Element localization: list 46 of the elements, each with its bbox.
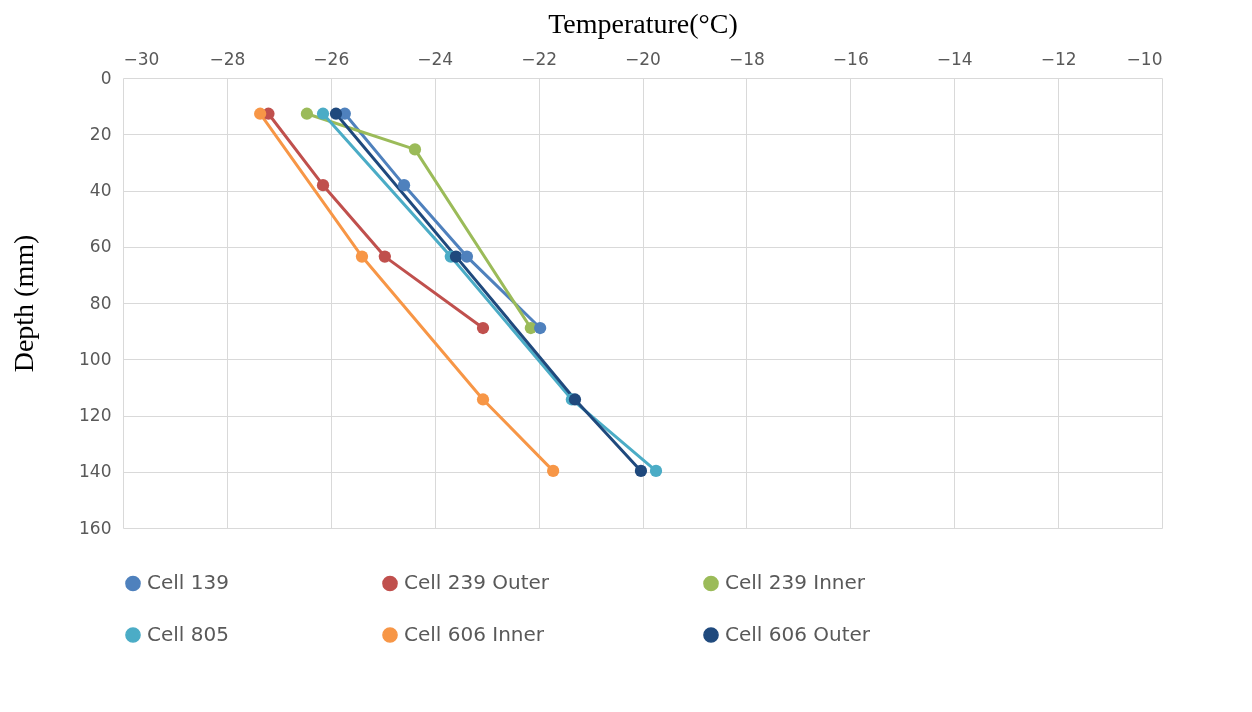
point	[547, 464, 560, 478]
point	[300, 107, 314, 120]
point	[449, 250, 463, 263]
point	[397, 179, 411, 192]
point	[378, 250, 391, 263]
legend-label: Cell 606 Inner	[404, 622, 545, 646]
y-tick-label: 80	[89, 292, 112, 313]
y-tick-label: 160	[79, 517, 112, 538]
point	[329, 107, 343, 120]
x-tick-label: −12	[1040, 48, 1077, 69]
point	[568, 393, 582, 406]
point	[634, 464, 648, 478]
point	[408, 143, 422, 156]
point	[460, 250, 474, 263]
x-tick-label: −22	[521, 48, 558, 69]
x-tick-label: −28	[209, 48, 246, 69]
x-tick-label: −20	[625, 48, 661, 69]
y-tick-label: 40	[89, 180, 112, 200]
x-tick-label: −24	[417, 48, 454, 69]
x-tick-label: −10	[1126, 48, 1163, 69]
x-tick-label: −14	[936, 48, 973, 69]
y-tick-label: 140	[79, 461, 112, 482]
point	[355, 250, 369, 263]
point	[316, 107, 330, 120]
point	[254, 107, 267, 120]
legend-label: Cell 239 Inner	[725, 570, 866, 595]
point	[476, 321, 490, 335]
y-tick-label: 100	[79, 348, 112, 369]
legend-label: Cell 139	[147, 570, 229, 595]
point	[534, 321, 547, 335]
x-tick-label: −16	[832, 48, 869, 69]
y-tick-label: 120	[79, 405, 112, 425]
y-tick-label: 0	[100, 67, 112, 88]
y-tick-label: 20	[89, 123, 112, 144]
legend-label: Cell 606 Outer	[725, 622, 871, 646]
x-tick-label: −30	[123, 48, 160, 69]
point	[649, 464, 663, 478]
x-tick-label: −26	[313, 48, 350, 69]
point	[476, 393, 490, 406]
y-tick-label: 60	[89, 236, 112, 257]
x-axis-title: Temperature(°C)	[548, 7, 738, 39]
point	[316, 179, 330, 192]
legend-label: Cell 805	[147, 622, 229, 646]
x-tick-label: −18	[728, 48, 765, 69]
legend-label: Cell 239 Outer	[404, 570, 550, 595]
y-axis-title: Depth (mm)	[8, 234, 40, 373]
